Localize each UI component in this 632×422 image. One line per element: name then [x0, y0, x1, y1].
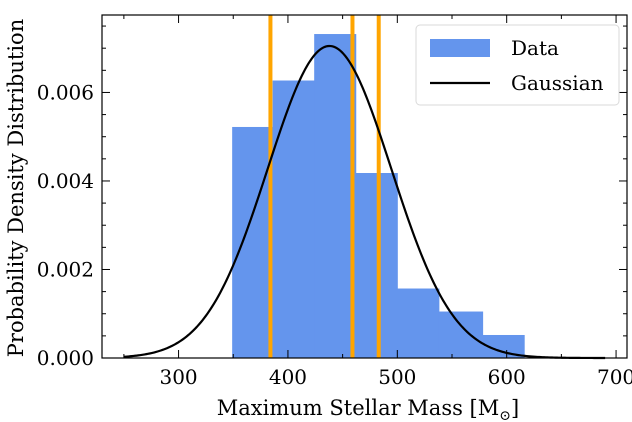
- histogram-bar-5: [438, 311, 484, 358]
- y-tick-label-3: 0.006: [37, 80, 94, 104]
- y-tick-label-1: 0.002: [37, 257, 94, 281]
- gaussian-curve: [123, 44, 606, 360]
- x-tick-label-1: 400: [269, 365, 307, 389]
- tick-labels: 300 400 500 600 700 0.000 0.002 0.004 0.006: [37, 80, 632, 389]
- x-tick-label-2: 500: [378, 365, 416, 389]
- histogram-bar-0: [232, 126, 274, 358]
- x-tick-label-4: 700: [597, 365, 632, 389]
- histogram-bar-4: [397, 288, 440, 358]
- x-axis-label-suffix: ]: [511, 396, 519, 420]
- legend: Data Gaussian: [415, 24, 620, 106]
- y-axis-label: Probability Density Distribution: [4, 19, 28, 357]
- x-tick-label-0: 300: [159, 365, 197, 389]
- x-axis-label-main: Maximum Stellar Mass [M: [217, 396, 499, 420]
- histogram-bar-1: [272, 80, 315, 358]
- x-axis-label: Maximum Stellar Mass [M⊙]: [217, 396, 519, 422]
- histogram-bar-6: [482, 334, 525, 358]
- x-axis-label-subscript: ⊙: [499, 408, 511, 422]
- axis-ticks: [102, 15, 627, 359]
- legend-label-gaussian: Gaussian: [511, 71, 604, 95]
- legend-swatch-data: [430, 39, 490, 57]
- vertical-lines: [268, 15, 381, 358]
- y-tick-label-0: 0.000: [37, 346, 94, 370]
- plot-frame: [101, 14, 628, 359]
- y-tick-label-2: 0.004: [37, 169, 94, 193]
- x-tick-label-3: 600: [488, 365, 526, 389]
- legend-label-data: Data: [511, 36, 559, 60]
- histogram-bar-2: [314, 34, 357, 358]
